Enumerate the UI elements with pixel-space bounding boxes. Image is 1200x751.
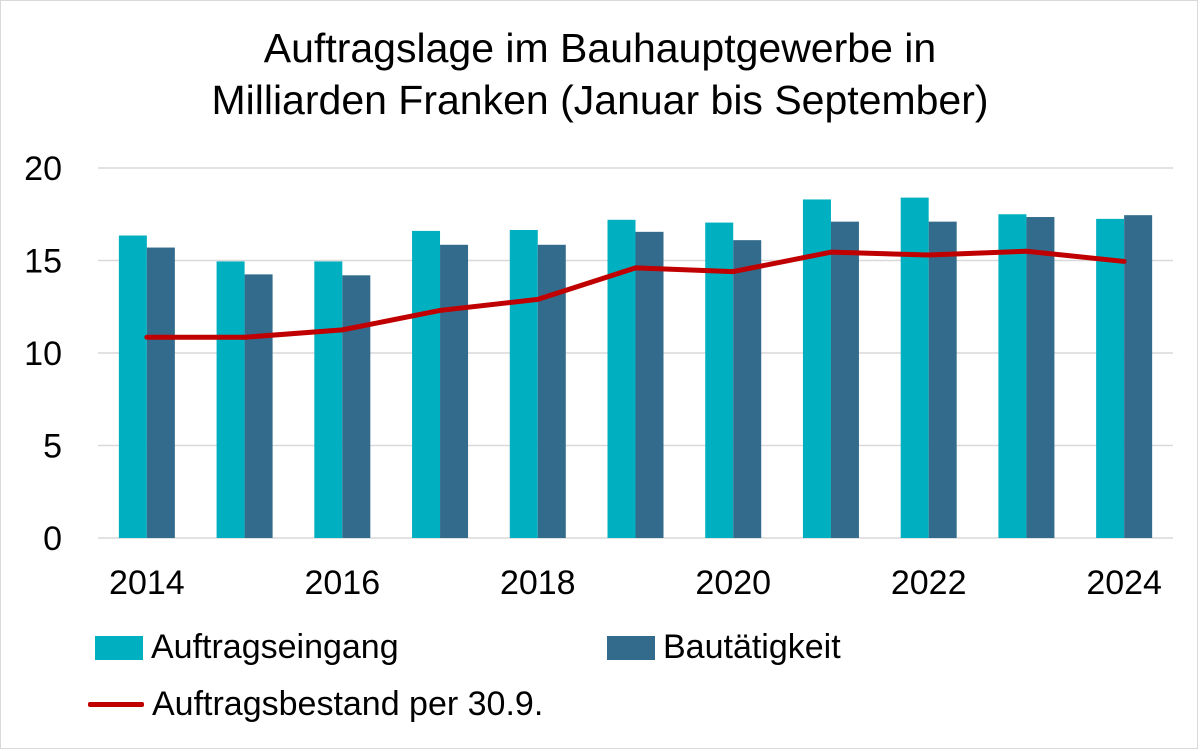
bar-auftragseingang-2017 [412,230,441,538]
bar-baut-tigkeit-2015 [244,274,273,538]
legend-swatch-auftragsbestand [88,702,144,707]
bar-baut-tigkeit-2022 [928,221,957,538]
legend-item-auftragsbestand: Auftragsbestand per 30.9. [88,685,543,724]
legend-label-auftragseingang: Auftragseingang [151,628,399,666]
chart-title: Auftragslage im Bauhauptgewerbe in Milli… [0,22,1200,126]
bar-auftragseingang-2024 [1096,218,1125,538]
bar-auftragseingang-2022 [900,197,929,538]
bar-baut-tigkeit-2024 [1124,215,1153,539]
y-tick-label-10: 10 [24,335,62,373]
legend-item-bautaetigkeit: Bautätigkeit [607,628,841,667]
bar-auftragseingang-2023 [998,214,1027,538]
legend-item-auftragseingang: Auftragseingang [95,628,399,667]
legend-label-auftragsbestand: Auftragsbestand per 30.9. [152,685,544,723]
y-tick-label-0: 0 [43,520,62,558]
x-tick-label-2014: 2014 [109,564,185,602]
chart-title-line-2: Milliarden Franken (Januar bis September… [211,77,989,123]
bar-auftragseingang-2014 [118,235,147,538]
bar-auftragseingang-2020 [705,222,734,538]
x-tick-label-2020: 2020 [695,564,771,602]
legend-swatch-auftragseingang [95,635,143,660]
bar-baut-tigkeit-2018 [537,244,566,538]
bar-baut-tigkeit-2014 [146,247,175,539]
bar-baut-tigkeit-2020 [733,240,762,538]
bar-auftragseingang-2015 [216,261,245,538]
x-tick-label-2018: 2018 [500,564,576,602]
legend-swatch-bautaetigkeit [607,635,655,660]
legend-label-bautaetigkeit: Bautätigkeit [663,628,841,666]
x-tick-label-2024: 2024 [1086,564,1162,602]
x-tick-label-2016: 2016 [304,564,380,602]
bar-baut-tigkeit-2023 [1026,217,1055,538]
bar-baut-tigkeit-2016 [342,275,371,538]
bar-baut-tigkeit-2019 [635,231,664,538]
bar-auftragseingang-2018 [509,229,538,538]
bar-auftragseingang-2021 [802,199,831,538]
chart-title-line-1: Auftragslage im Bauhauptgewerbe in [263,25,937,71]
y-tick-label-5: 5 [43,428,62,466]
bar-baut-tigkeit-2021 [830,221,859,538]
line-auftragsbestand [144,248,1127,340]
y-tick-label-15: 15 [24,243,62,281]
bar-baut-tigkeit-2017 [440,244,469,538]
bar-auftragseingang-2016 [314,261,343,538]
y-tick-label-20: 20 [24,150,62,188]
x-tick-label-2022: 2022 [891,564,967,602]
